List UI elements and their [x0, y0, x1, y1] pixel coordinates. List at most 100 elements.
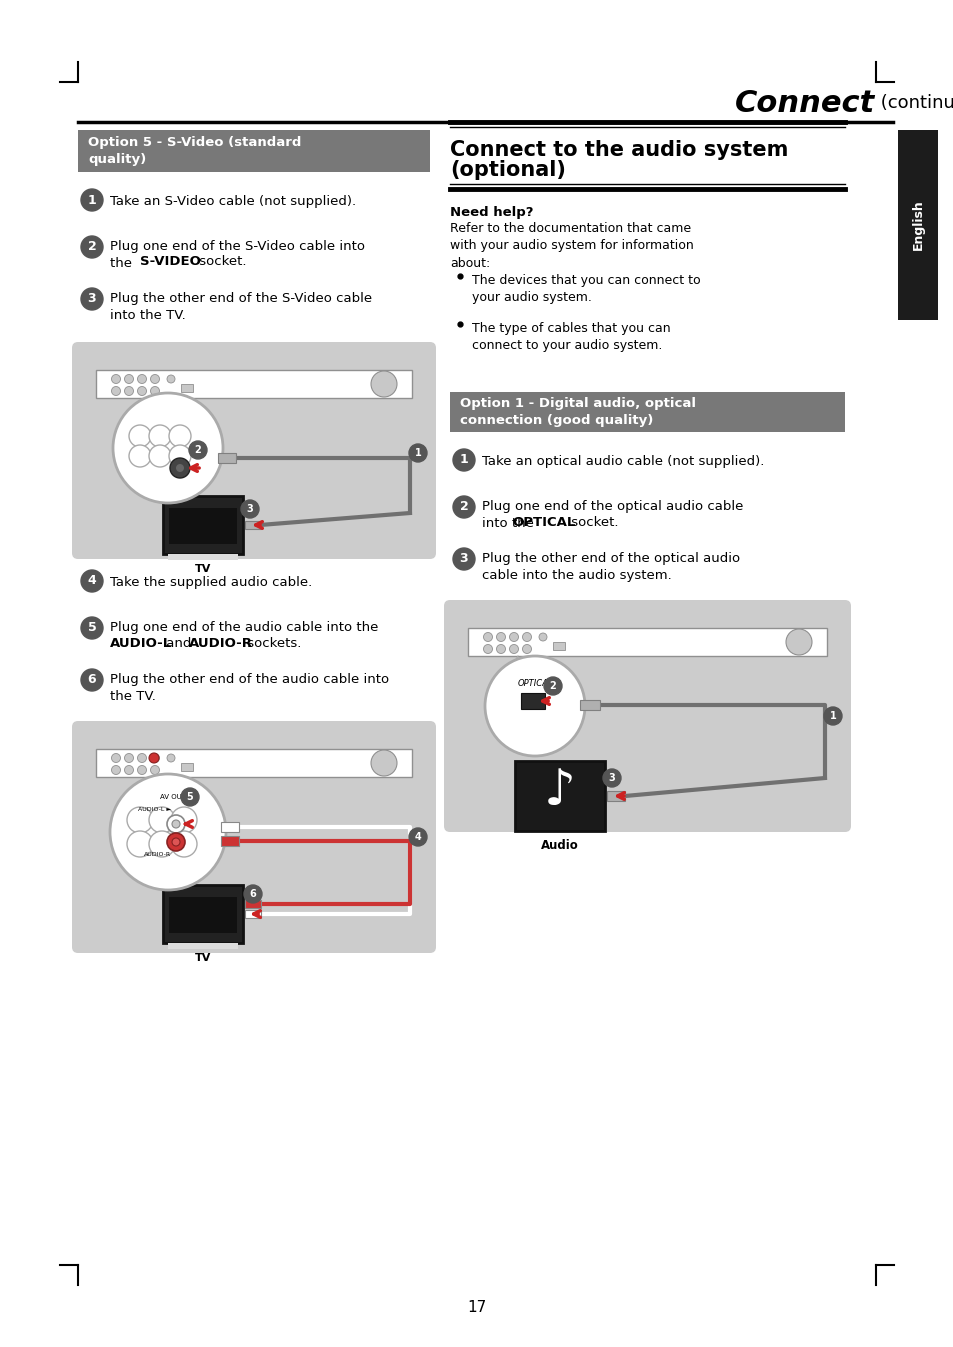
Circle shape: [167, 832, 185, 851]
Circle shape: [483, 633, 492, 641]
Circle shape: [409, 445, 427, 462]
FancyBboxPatch shape: [71, 342, 436, 559]
Bar: [221, 836, 239, 846]
Text: 3: 3: [608, 773, 615, 783]
Bar: [450, 392, 844, 432]
Text: 4: 4: [88, 575, 96, 587]
Text: socket.: socket.: [194, 255, 246, 268]
Circle shape: [484, 656, 584, 756]
Text: Take an S-Video cable (not supplied).: Take an S-Video cable (not supplied).: [110, 195, 355, 207]
Bar: [553, 643, 564, 651]
Circle shape: [149, 807, 174, 832]
Bar: [468, 628, 826, 656]
Circle shape: [244, 885, 262, 902]
Text: Plug the other end of the audio cable into
the TV.: Plug the other end of the audio cable in…: [110, 674, 389, 703]
Text: ♪: ♪: [543, 766, 576, 815]
Bar: [181, 762, 193, 770]
Text: TV: TV: [194, 564, 211, 574]
Circle shape: [125, 387, 133, 396]
Text: Plug the other end of the optical audio
cable into the audio system.: Plug the other end of the optical audio …: [481, 552, 740, 582]
Text: AUDIO-L ►: AUDIO-L ►: [138, 807, 171, 812]
Text: Option 5 - S-Video (standard
quality): Option 5 - S-Video (standard quality): [88, 136, 301, 166]
Circle shape: [110, 775, 226, 890]
Text: English: English: [910, 199, 923, 251]
Text: Connect: Connect: [734, 89, 874, 117]
Circle shape: [81, 669, 103, 691]
Circle shape: [371, 370, 396, 397]
Text: 3: 3: [247, 504, 253, 515]
Circle shape: [522, 633, 531, 641]
Circle shape: [149, 753, 159, 762]
Text: The devices that you can connect to
your audio system.: The devices that you can connect to your…: [472, 273, 700, 304]
Text: 2: 2: [459, 501, 468, 513]
Circle shape: [509, 633, 518, 641]
Text: OPTICAL: OPTICAL: [517, 679, 552, 688]
Circle shape: [496, 633, 505, 641]
Circle shape: [151, 387, 159, 396]
Bar: [168, 554, 237, 560]
Circle shape: [137, 387, 147, 396]
Text: (optional): (optional): [450, 160, 565, 180]
Circle shape: [81, 236, 103, 259]
Circle shape: [172, 820, 180, 828]
Text: AUDIO-L: AUDIO-L: [110, 637, 172, 651]
Text: 5: 5: [187, 792, 193, 801]
Circle shape: [129, 445, 151, 467]
Circle shape: [171, 831, 196, 857]
Circle shape: [823, 707, 841, 725]
Circle shape: [371, 750, 396, 776]
Bar: [169, 897, 236, 933]
Text: Option 1 - Digital audio, optical
connection (good quality): Option 1 - Digital audio, optical connec…: [459, 397, 696, 427]
Circle shape: [125, 374, 133, 384]
Circle shape: [241, 500, 258, 519]
Circle shape: [151, 765, 159, 775]
Bar: [245, 900, 261, 908]
Text: The type of cables that you can
connect to your audio system.: The type of cables that you can connect …: [472, 322, 670, 353]
Circle shape: [167, 754, 174, 762]
Circle shape: [167, 815, 185, 832]
Circle shape: [151, 753, 159, 762]
Bar: [181, 384, 193, 392]
Circle shape: [409, 828, 427, 846]
Circle shape: [175, 463, 184, 471]
Circle shape: [81, 189, 103, 211]
Circle shape: [169, 426, 191, 447]
Circle shape: [170, 458, 190, 478]
Circle shape: [149, 445, 171, 467]
Circle shape: [112, 765, 120, 775]
Bar: [579, 700, 599, 710]
Text: Connect to the audio system: Connect to the audio system: [450, 140, 787, 160]
Text: AUDIO-R: AUDIO-R: [144, 853, 171, 858]
Bar: [218, 453, 235, 463]
Circle shape: [137, 765, 147, 775]
Bar: [169, 508, 236, 544]
Circle shape: [171, 807, 196, 832]
Text: 2: 2: [549, 682, 556, 691]
Text: and: and: [162, 637, 195, 651]
Circle shape: [522, 644, 531, 653]
Circle shape: [112, 387, 120, 396]
Bar: [163, 885, 243, 943]
Text: OPTICAL: OPTICAL: [512, 516, 575, 529]
Bar: [78, 131, 430, 172]
Text: 1: 1: [88, 194, 96, 206]
Circle shape: [785, 629, 811, 655]
Circle shape: [189, 440, 207, 459]
FancyBboxPatch shape: [71, 721, 436, 952]
Text: sockets.: sockets.: [243, 637, 301, 651]
Circle shape: [453, 496, 475, 519]
Text: Plug one end of the optical audio cable
into the: Plug one end of the optical audio cable …: [481, 500, 742, 529]
Circle shape: [181, 788, 199, 806]
Text: 1: 1: [829, 711, 836, 721]
Circle shape: [149, 831, 174, 857]
Circle shape: [112, 753, 120, 762]
Text: Need help?: Need help?: [450, 206, 533, 220]
Text: 2: 2: [194, 445, 201, 455]
Circle shape: [167, 374, 174, 383]
Circle shape: [538, 633, 546, 641]
Text: TV: TV: [194, 952, 211, 963]
Text: 17: 17: [467, 1300, 486, 1315]
Text: Audio: Audio: [540, 839, 578, 853]
Bar: [168, 943, 237, 950]
Bar: [515, 761, 604, 831]
